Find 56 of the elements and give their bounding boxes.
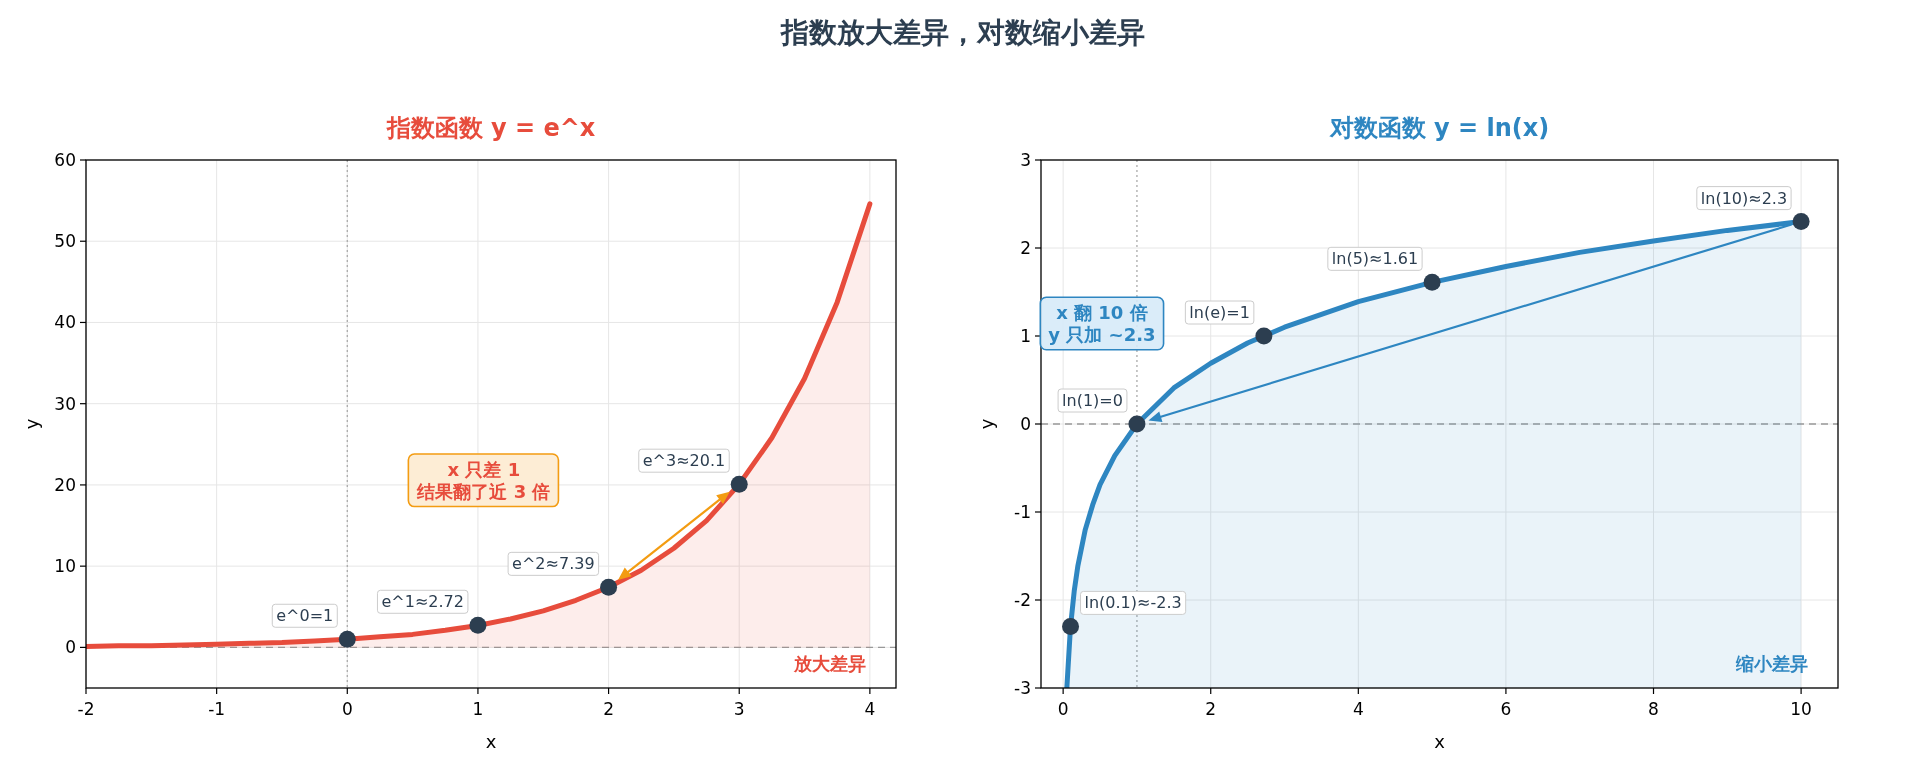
x-tick-label: 1: [472, 699, 484, 719]
point: [1255, 327, 1273, 345]
point: [338, 630, 356, 648]
point: [1128, 415, 1146, 433]
annotation: x 翻 10 倍 y 只加 ~2.3: [1048, 302, 1156, 345]
annotation: x 只差 1 结果翻了近 3 倍: [416, 458, 551, 502]
x-tick-label: 4: [1352, 699, 1364, 719]
y-tick-label: 50: [54, 231, 76, 252]
x-tick-label: 6: [1500, 699, 1512, 719]
x-tick-label: 8: [1648, 699, 1659, 719]
point: [1423, 273, 1441, 291]
x-tick-label: 0: [341, 699, 353, 719]
y-axis-title: y: [21, 418, 42, 430]
chart-title: 对数函数 y = ln(x): [1328, 114, 1550, 142]
point: [730, 475, 748, 493]
x-tick-label: 0: [1057, 699, 1069, 719]
x-tick-label: 2: [1205, 699, 1217, 719]
x-tick-label: 4: [864, 699, 876, 719]
chart-title: 指数函数 y = e^x: [385, 114, 596, 142]
x-axis-title: x: [485, 731, 497, 752]
y-tick-label: 1: [1020, 326, 1031, 346]
x-tick-label: -2: [77, 699, 95, 719]
data-label: e^1≈2.72: [381, 592, 464, 612]
y-tick-label: 3: [1020, 150, 1031, 170]
point: [600, 578, 618, 596]
point: [469, 616, 487, 634]
y-tick-label: -1: [1014, 502, 1031, 522]
y-tick-label: 40: [54, 312, 76, 333]
data-label: e^3≈20.1: [642, 451, 726, 471]
y-axis-title: y: [976, 418, 997, 430]
x-tick-label: 10: [1790, 699, 1812, 719]
x-tick-label: 2: [603, 699, 614, 719]
y-tick-label: 10: [54, 556, 76, 577]
text: 指数放大差异，对数缩小差异: [779, 16, 1145, 49]
y-tick-label: -3: [1014, 678, 1031, 698]
x-tick-label: 3: [733, 699, 745, 719]
annotation: 放大差异: [793, 653, 866, 674]
data-label: ln(5)≈1.61: [1331, 249, 1419, 269]
data-label: ln(1)=0: [1062, 391, 1123, 410]
data-label: e^2≈7.39: [512, 554, 595, 574]
y-tick-label: 60: [54, 150, 76, 170]
point: [1792, 213, 1810, 231]
data-label: ln(0.1)≈-2.3: [1084, 593, 1182, 613]
y-tick-label: -2: [1014, 590, 1031, 610]
point: [1062, 617, 1080, 635]
data-label: ln(10)≈2.3: [1700, 188, 1788, 208]
y-tick-label: 2: [1020, 238, 1031, 258]
data-label: e^0=1: [276, 606, 334, 626]
y-tick-label: 20: [54, 474, 76, 495]
y-tick-label: 0: [65, 637, 76, 658]
data-label: ln(e)=1: [1189, 303, 1250, 322]
x-axis-title: x: [1434, 731, 1446, 752]
x-tick-label: -1: [208, 699, 226, 719]
y-tick-label: 0: [1020, 414, 1031, 434]
annotation: 缩小差异: [1735, 653, 1808, 674]
y-tick-label: 30: [54, 393, 76, 414]
